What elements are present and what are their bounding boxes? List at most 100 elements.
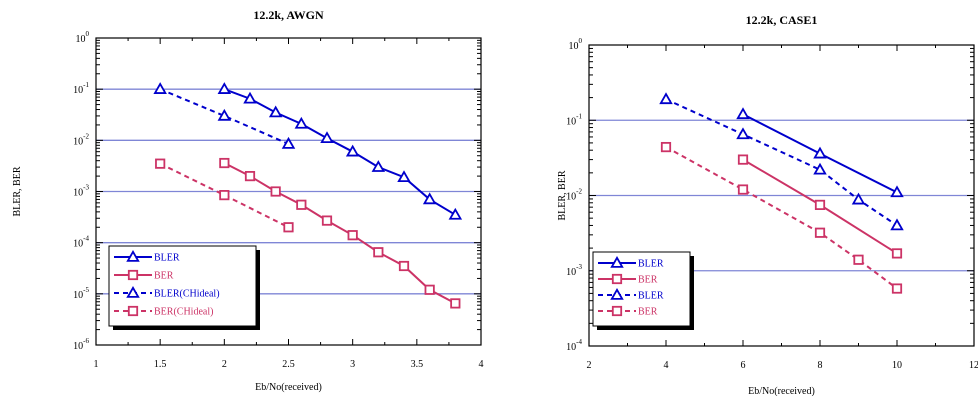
chart-title: 12.2k, AWGN [253, 8, 324, 22]
chart-1: 12.2k, AWGN 1 1.5 2 2.5 3 3.5 4 100 10-1 10-2 10-3 1… [12, 8, 484, 393]
data-point [371, 160, 386, 172]
series-3 [659, 92, 904, 231]
y-tick-label: 10-3 [566, 263, 582, 278]
plot-frame [588, 44, 975, 347]
data-point [244, 170, 256, 182]
data-point [890, 218, 904, 231]
data-point [813, 146, 827, 159]
data-point [737, 184, 749, 195]
x-tick-label: 8 [818, 360, 823, 371]
x-tick-label: 2 [587, 360, 592, 371]
data-point [397, 170, 411, 183]
data-point [296, 199, 307, 210]
plot-frame [95, 37, 482, 346]
data-point [851, 192, 866, 205]
legend-label: BER(CHideal) [154, 307, 213, 318]
data-point [736, 107, 750, 120]
x-axis-label: Eb/No(received) [748, 386, 815, 396]
x-tick-label: 4 [479, 359, 484, 370]
series-4 [155, 158, 294, 233]
data-point [283, 222, 294, 233]
x-tick-label: 12 [969, 360, 978, 371]
data-point [736, 127, 750, 140]
legend-marker [610, 287, 624, 300]
x-tick-label: 3.5 [411, 359, 424, 370]
legend: BLER BER BLER BER [592, 251, 694, 330]
data-point [814, 227, 826, 238]
y-tick-label: 10-1 [73, 81, 89, 96]
y-tick-label: 100 [569, 37, 583, 52]
x-tick-label: 3 [350, 359, 355, 370]
data-point [448, 207, 463, 220]
legend-marker [126, 249, 140, 262]
data-point [398, 260, 410, 272]
y-tick-label: 10-1 [566, 112, 582, 127]
x-tick-label: 2 [222, 359, 227, 370]
y-axis-label: BLER, BER [557, 170, 568, 220]
data-point [320, 131, 334, 144]
legend-marker [127, 305, 139, 317]
data-point [153, 82, 167, 94]
data-point [217, 108, 232, 121]
legend-marker [611, 305, 623, 317]
data-point [219, 190, 230, 201]
series-4 [660, 141, 903, 294]
legend-label: BLER(CHideal) [154, 289, 220, 300]
series-2 [737, 154, 903, 259]
series-line [159, 162, 289, 229]
y-tick-label: 10-3 [73, 184, 89, 199]
legend-label: BLER [154, 253, 180, 264]
y-tick-label: 10-2 [73, 132, 89, 147]
series-1 [736, 107, 904, 198]
data-point [422, 192, 437, 205]
y-tick-label: 10-2 [566, 188, 582, 203]
x-tick-label: 10 [892, 360, 902, 371]
y-tick-label: 100 [76, 30, 90, 45]
series-line [223, 88, 456, 216]
data-point [345, 144, 360, 157]
data-point [813, 162, 827, 175]
data-point [219, 157, 230, 169]
series-line [223, 162, 456, 305]
data-point [853, 254, 864, 265]
data-point [659, 92, 673, 105]
data-point [268, 105, 283, 118]
series-line [665, 98, 898, 227]
chart-2: 12.2k, CASE1 2 4 6 8 10 12 100 10-1 10-2 10-3 10-4 E… [557, 13, 978, 396]
series-line [665, 146, 898, 290]
legend-label: BER [638, 307, 658, 318]
series-3 [153, 82, 296, 149]
data-point [155, 158, 166, 169]
data-point [424, 284, 435, 295]
data-point [270, 186, 281, 197]
data-point [814, 199, 826, 211]
legend-label: BER [154, 271, 174, 282]
legend: BLER BER BLER(CHideal) BER(CHideal) [108, 245, 260, 330]
x-tick-label: 1.5 [154, 359, 167, 370]
data-point [217, 82, 232, 94]
data-point [737, 154, 749, 165]
series-1 [217, 82, 463, 220]
data-point [660, 141, 672, 153]
data-point [321, 215, 333, 226]
legend-marker [610, 255, 624, 268]
data-point [373, 247, 384, 258]
y-tick-label: 10-4 [566, 338, 582, 353]
y-axis-label: BLER, BER [12, 166, 23, 216]
data-point [281, 136, 296, 149]
x-axis-label: Eb/No(received) [255, 382, 322, 393]
chart-title: 12.2k, CASE1 [746, 13, 818, 27]
legend-marker [126, 285, 140, 298]
y-tick-label: 10-4 [73, 235, 89, 250]
data-point [347, 230, 358, 241]
data-point [890, 185, 904, 198]
legend-marker [611, 273, 623, 285]
legend-label: BLER [638, 291, 664, 302]
x-tick-label: 4 [664, 360, 669, 371]
data-point [243, 91, 257, 104]
legend-box [592, 251, 691, 327]
x-tick-label: 6 [741, 360, 746, 371]
series-2 [219, 157, 461, 309]
data-point [891, 248, 903, 259]
